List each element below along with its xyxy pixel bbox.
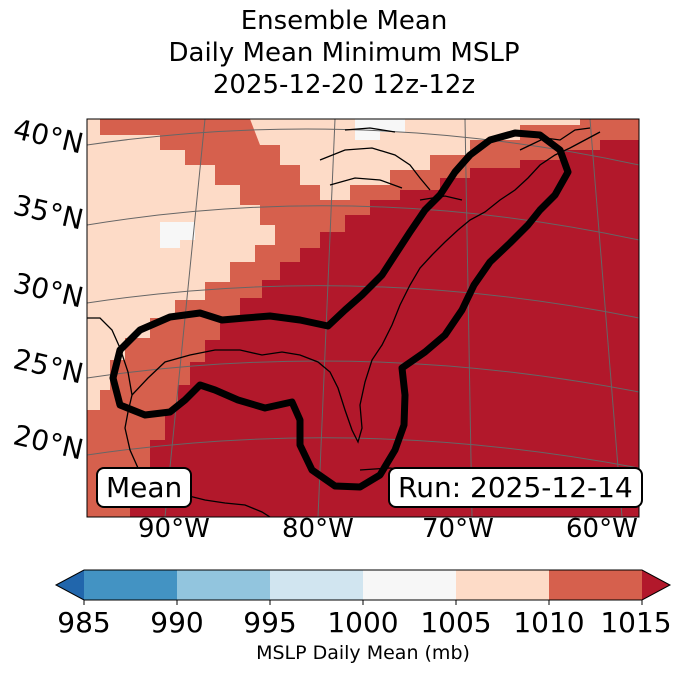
colorbar-tick-1015: 1015 [600, 606, 672, 639]
field-1000-1005-a [160, 222, 195, 248]
colorbar-segment-1000-1005 [363, 570, 456, 600]
title-line-3: 2025-12-20 12z-12z [212, 70, 476, 100]
lon-label-70w: 70°W [422, 514, 494, 544]
map-frame [86, 118, 640, 518]
title-line-1: Ensemble Mean [240, 6, 448, 36]
field-above-1015 [130, 140, 639, 517]
colorbar-extend-high [642, 570, 670, 600]
run-date-box: Run: 2025-12-14 [388, 467, 643, 508]
colorbar-segment-990-995 [177, 570, 270, 600]
lon-label-90w: 90°W [138, 514, 210, 544]
colorbar-segment-995-1000 [270, 570, 363, 600]
colorbar-tick-1010: 1010 [513, 606, 585, 639]
colorbar-segment-1005-1010 [456, 570, 549, 600]
colorbar-tick-1000: 1000 [327, 606, 399, 639]
field-1010-1015-west [87, 119, 125, 517]
colorbar-extend-low [56, 570, 84, 600]
colorbar-tick-1005: 1005 [420, 606, 492, 639]
lon-label-80w: 80°W [282, 514, 354, 544]
mean-label-box: Mean [96, 467, 193, 508]
colorbar-tick-985: 985 [57, 606, 111, 639]
colorbar-tick-990: 990 [150, 606, 204, 639]
colorbar-tick-995: 995 [243, 606, 297, 639]
graticule [87, 119, 639, 517]
probability-contour [109, 129, 572, 491]
lon-label-60w: 60°W [566, 514, 638, 544]
colorbar-segment-1010-1015 [549, 570, 642, 600]
colorbar-segment-985-990 [84, 570, 177, 600]
colorbar-label: MSLP Daily Mean (mb) [256, 642, 470, 664]
field-1005-1010-west [87, 119, 275, 425]
title-line-2: Daily Mean Minimum MSLP [168, 38, 520, 68]
